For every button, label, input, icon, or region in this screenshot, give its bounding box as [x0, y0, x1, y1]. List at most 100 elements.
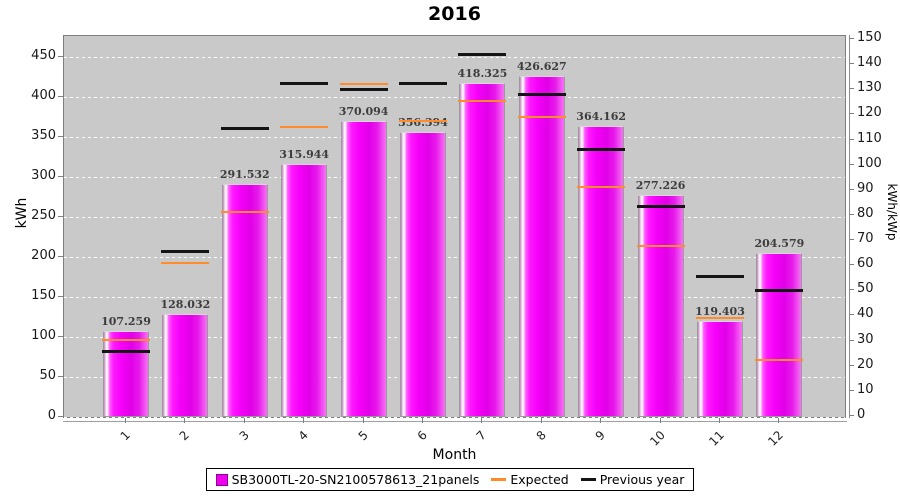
bar-value-label: 107.259 [101, 314, 151, 328]
expected-line-icon [491, 478, 507, 481]
right-axis-tick [849, 38, 854, 40]
x-axis-tick [184, 418, 186, 423]
right-axis-tick [849, 63, 854, 65]
x-axis-tick [540, 418, 542, 423]
x-axis-tick [303, 418, 305, 423]
legend-item-expected[interactable]: Expected [491, 472, 569, 487]
left-axis-tick-label: 250 [31, 208, 56, 223]
previous-year-line-month-7 [458, 52, 507, 56]
right-axis-tick [849, 163, 854, 165]
previous-year-line-month-9 [577, 147, 626, 151]
expected-line-month-6 [399, 120, 447, 123]
right-axis-tick-label: 40 [857, 306, 874, 322]
gridline [64, 256, 845, 258]
expected-line-month-1 [102, 338, 150, 341]
legend-item-series[interactable]: SB3000TL-20-SN2100578613_21panels [215, 472, 480, 487]
bar-value-label: 356.394 [398, 116, 448, 130]
legend-previous-label: Previous year [599, 472, 685, 487]
right-axis-tick-label: 10 [857, 381, 874, 397]
gridline [64, 416, 845, 418]
left-axis-tick [58, 375, 63, 377]
right-axis-tick-label: 140 [857, 55, 882, 71]
bar-value-label: 315.944 [279, 148, 330, 162]
expected-line-month-12 [755, 358, 804, 361]
right-axis-tick-label: 130 [857, 80, 882, 96]
x-axis-tick [422, 418, 423, 423]
left-axis-tick [58, 255, 63, 257]
previous-year-line-month-8 [517, 92, 566, 96]
previous-year-line-month-6 [399, 82, 447, 86]
previous-year-line-month-4 [280, 82, 329, 86]
bar-month-5[interactable] [340, 121, 387, 418]
right-axis-tick [849, 339, 854, 341]
right-axis-tick [849, 213, 854, 215]
previous-year-line-month-12 [755, 288, 804, 292]
previous-year-line-month-1 [102, 349, 150, 353]
bar-value-label: 277.226 [635, 179, 686, 193]
bar-month-10[interactable] [637, 195, 684, 418]
bar-series-swatch-icon [215, 473, 228, 486]
x-axis-tick [125, 418, 126, 423]
left-axis-tick [58, 216, 63, 217]
right-axis-tick-label: 70 [857, 231, 874, 247]
right-axis-tick-label: 120 [857, 105, 882, 121]
legend-series-label: SB3000TL-20-SN2100578613_21panels [231, 472, 480, 487]
bar-month-12[interactable] [756, 253, 803, 418]
bar-month-11[interactable] [697, 321, 743, 418]
right-axis-tick [849, 113, 854, 115]
x-axis-tick [481, 418, 483, 423]
expected-line-month-2 [161, 262, 210, 265]
x-axis-tick [600, 418, 602, 423]
right-axis-tick [849, 364, 854, 366]
legend-item-previous[interactable]: Previous year [580, 472, 685, 487]
right-axis-tick-label: 100 [857, 155, 882, 171]
x-axis-line [63, 421, 847, 422]
bar-month-8[interactable] [518, 76, 565, 418]
left-axis-tick [58, 335, 63, 337]
bar-month-2[interactable] [162, 314, 209, 418]
bar-month-9[interactable] [578, 125, 625, 418]
expected-line-month-9 [577, 185, 626, 188]
right-axis-tick [849, 314, 854, 316]
bar-value-label: 291.532 [219, 167, 270, 181]
left-axis-tick [58, 96, 63, 98]
previous-year-line-month-5 [339, 87, 388, 91]
x-axis-tick [243, 418, 245, 423]
previous-year-line-month-2 [161, 249, 210, 253]
right-axis-tick [849, 88, 854, 90]
right-axis-tick [849, 289, 854, 291]
right-axis-tick [849, 415, 854, 416]
right-axis-tick-label: 50 [857, 281, 874, 297]
bar-value-label: 370.094 [338, 105, 389, 119]
gridline [64, 376, 845, 378]
bar-value-label: 364.162 [576, 109, 627, 123]
right-axis-tick [849, 138, 854, 140]
bar-month-4[interactable] [281, 164, 328, 418]
previous-year-line-month-11 [696, 275, 744, 279]
bar-month-3[interactable] [221, 183, 268, 418]
legend-box: SB3000TL-20-SN2100578613_21panels Expect… [205, 468, 695, 491]
right-axis-tick-label: 150 [857, 30, 882, 46]
right-axis-line [849, 35, 850, 418]
left-axis-tick [58, 56, 63, 58]
right-axis-tick [849, 264, 854, 266]
left-axis-tick [58, 415, 63, 417]
plot-area: 107.259 128.032 291.532 315.944 370.094 356.3… [63, 35, 846, 418]
x-axis-tick [778, 418, 780, 423]
left-axis-tick [58, 136, 63, 138]
gridline [64, 177, 845, 179]
bar-month-7[interactable] [459, 82, 506, 418]
legend-expected-label: Expected [510, 472, 569, 487]
right-axis-tick [849, 389, 854, 391]
bar-month-6[interactable] [400, 132, 446, 418]
left-axis-tick-label: 50 [39, 367, 56, 383]
right-axis-tick-label: 110 [857, 130, 882, 146]
expected-line-month-3 [220, 211, 269, 214]
x-axis-tick [659, 418, 661, 423]
bar-month-1[interactable] [103, 330, 149, 418]
gridline [64, 97, 845, 99]
left-axis-tick-label: 450 [31, 48, 56, 64]
gridline [64, 137, 845, 139]
previous-year-line-icon [580, 478, 596, 481]
